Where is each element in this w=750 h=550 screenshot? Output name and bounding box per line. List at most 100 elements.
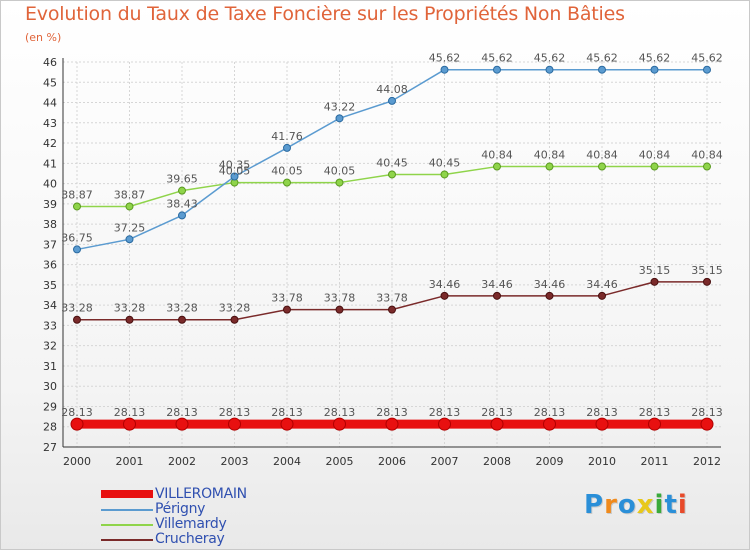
data-point bbox=[385, 417, 399, 431]
data-point bbox=[283, 143, 291, 152]
x-tick-label: 2002 bbox=[168, 455, 196, 468]
logo-letter: x bbox=[636, 490, 655, 520]
data-point bbox=[335, 114, 344, 123]
data-label: 40.05 bbox=[219, 165, 251, 178]
data-label: 33.28 bbox=[114, 302, 146, 315]
x-tick-label: 2005 bbox=[326, 455, 354, 468]
data-point bbox=[388, 170, 396, 179]
data-label: 38.87 bbox=[114, 188, 146, 201]
data-point bbox=[648, 417, 661, 431]
data-label: 40.05 bbox=[271, 165, 303, 178]
data-label: 28.13 bbox=[219, 406, 251, 419]
data-label: 40.84 bbox=[586, 149, 618, 162]
data-point bbox=[493, 65, 501, 74]
data-label: 28.13 bbox=[166, 406, 198, 419]
data-label: 28.13 bbox=[639, 406, 671, 419]
data-point bbox=[230, 172, 239, 181]
data-point bbox=[228, 417, 241, 431]
data-point bbox=[545, 65, 554, 74]
data-label: 45.62 bbox=[691, 52, 723, 65]
data-point bbox=[283, 305, 291, 314]
logo-letter: t bbox=[664, 490, 678, 520]
y-tick-label: 32 bbox=[43, 340, 57, 353]
data-label: 41.76 bbox=[271, 130, 303, 143]
x-tick-label: 2001 bbox=[116, 455, 144, 468]
data-label: 28.13 bbox=[691, 406, 723, 419]
data-point bbox=[440, 170, 449, 179]
data-label: 33.78 bbox=[271, 292, 303, 305]
y-tick-label: 34 bbox=[43, 299, 57, 312]
data-point bbox=[123, 417, 136, 431]
y-tick-label: 35 bbox=[43, 279, 57, 292]
data-label: 40.35 bbox=[219, 158, 251, 171]
data-label: 28.13 bbox=[481, 406, 513, 419]
data-label: 38.43 bbox=[166, 197, 198, 210]
legend-label: Périgny bbox=[155, 501, 206, 517]
legend-label: Villemardy bbox=[155, 516, 227, 532]
data-label: 34.46 bbox=[429, 278, 461, 291]
data-point bbox=[175, 417, 189, 431]
data-label: 34.46 bbox=[586, 278, 618, 291]
y-tick-label: 31 bbox=[43, 360, 57, 373]
data-point bbox=[650, 65, 659, 74]
data-label: 28.13 bbox=[429, 406, 461, 419]
legend-swatch bbox=[101, 509, 153, 511]
y-tick-label: 29 bbox=[43, 400, 57, 413]
y-tick-label: 41 bbox=[43, 157, 57, 170]
data-point bbox=[703, 65, 711, 74]
data-label: 43.22 bbox=[324, 100, 356, 113]
data-label: 40.45 bbox=[376, 156, 408, 169]
data-label: 33.28 bbox=[61, 302, 93, 315]
logo-letter: i bbox=[677, 490, 688, 520]
data-label: 45.62 bbox=[639, 52, 671, 65]
data-label: 40.45 bbox=[429, 156, 461, 169]
data-label: 34.46 bbox=[534, 278, 566, 291]
x-tick-label: 2004 bbox=[273, 455, 301, 468]
x-tick-label: 2010 bbox=[588, 455, 616, 468]
x-tick-label: 2003 bbox=[221, 455, 249, 468]
data-point bbox=[230, 315, 239, 324]
data-label: 28.13 bbox=[271, 406, 303, 419]
y-tick-label: 46 bbox=[43, 56, 57, 69]
x-tick-label: 2011 bbox=[641, 455, 669, 468]
y-tick-label: 28 bbox=[43, 421, 57, 434]
data-label: 33.28 bbox=[166, 302, 198, 315]
data-label: 38.87 bbox=[61, 188, 93, 201]
x-tick-label: 2008 bbox=[483, 455, 511, 468]
data-label: 28.13 bbox=[586, 406, 618, 419]
data-label: 28.13 bbox=[61, 406, 93, 419]
logo-letter: P bbox=[584, 490, 605, 520]
series-lines bbox=[70, 65, 714, 431]
data-point bbox=[598, 291, 606, 300]
data-label: 40.84 bbox=[534, 149, 566, 162]
data-point bbox=[73, 245, 81, 254]
data-point bbox=[545, 291, 554, 300]
y-tick-label: 44 bbox=[43, 97, 57, 110]
data-label: 40.84 bbox=[481, 149, 513, 162]
data-point bbox=[125, 315, 134, 324]
data-label: 40.05 bbox=[324, 165, 356, 178]
x-tick-label: 2007 bbox=[431, 455, 459, 468]
data-point bbox=[543, 417, 556, 431]
data-point bbox=[703, 162, 711, 171]
legend-swatch bbox=[101, 490, 153, 498]
data-point bbox=[438, 417, 451, 431]
y-tick-label: 39 bbox=[43, 198, 57, 211]
data-label: 40.84 bbox=[691, 149, 723, 162]
data-point bbox=[333, 417, 346, 431]
data-point bbox=[280, 417, 294, 431]
y-tick-label: 45 bbox=[43, 76, 57, 89]
x-tick-label: 2012 bbox=[693, 455, 721, 468]
logo-letter: i bbox=[654, 490, 665, 520]
data-label: 34.46 bbox=[481, 278, 513, 291]
data-label: 33.78 bbox=[324, 292, 356, 305]
axes: 27 28 29 30 31 32 33 34 35 36 37 38 39 40 41 42 43 44 45 46… bbox=[43, 56, 721, 468]
x-tick-label: 2009 bbox=[536, 455, 564, 468]
y-tick-label: 33 bbox=[43, 319, 57, 332]
y-tick-label: 43 bbox=[43, 117, 57, 130]
data-label: 28.13 bbox=[376, 406, 408, 419]
data-point bbox=[493, 162, 501, 171]
y-tick-label: 30 bbox=[43, 380, 57, 393]
data-label: 37.25 bbox=[114, 221, 146, 234]
